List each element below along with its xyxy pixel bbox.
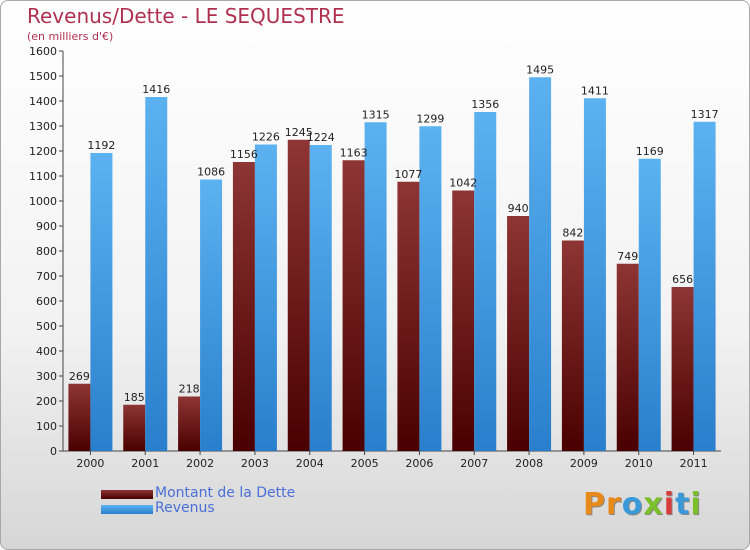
bar-revenus xyxy=(364,122,387,451)
x-tick-label: 2005 xyxy=(351,457,379,470)
value-label-dette: 1042 xyxy=(449,177,477,190)
legend-swatch-dette xyxy=(101,490,153,499)
value-label-dette: 749 xyxy=(617,250,638,263)
bar-revenus xyxy=(638,158,661,451)
value-label-revenus: 1315 xyxy=(362,108,390,121)
value-label-revenus: 1416 xyxy=(142,83,170,96)
y-tick-label: 100 xyxy=(36,420,57,433)
logo-letter: i xyxy=(663,487,676,522)
legend-label-dette: Montant de la Dette xyxy=(155,485,296,501)
bar-dette xyxy=(232,162,255,451)
bar-dette xyxy=(397,181,420,451)
y-tick-label: 1500 xyxy=(29,70,57,83)
value-label-dette: 1163 xyxy=(340,146,368,159)
bar-revenus xyxy=(200,179,223,451)
bar-revenus xyxy=(145,97,168,451)
bar-dette xyxy=(616,263,639,451)
x-tick-label: 2001 xyxy=(131,457,159,470)
bar-dette xyxy=(123,404,146,451)
logo-letter: o xyxy=(621,487,644,522)
chart-subtitle: (en milliers d'€) xyxy=(27,30,114,43)
value-label-dette: 218 xyxy=(179,383,200,396)
x-tick-label: 2008 xyxy=(515,457,543,470)
x-tick-label: 2003 xyxy=(241,457,269,470)
value-label-revenus: 1226 xyxy=(252,131,280,144)
bar-revenus xyxy=(254,144,277,451)
y-tick-label: 200 xyxy=(36,395,57,408)
bar-revenus xyxy=(90,153,113,451)
value-label-dette: 940 xyxy=(508,202,529,215)
proxiti-logo: Proxiti xyxy=(583,487,702,522)
y-tick-label: 800 xyxy=(36,245,57,258)
logo-letter: t xyxy=(675,487,691,522)
logo-letter: P xyxy=(583,487,606,522)
value-label-dette: 656 xyxy=(672,273,693,286)
x-tick-label: 2000 xyxy=(76,457,104,470)
bar-dette xyxy=(452,190,475,451)
bar-dette xyxy=(507,216,530,451)
y-tick-label: 1100 xyxy=(29,170,57,183)
x-tick-label: 2006 xyxy=(405,457,433,470)
x-tick-label: 2009 xyxy=(570,457,598,470)
chart-title: Revenus/Dette - LE SEQUESTRE xyxy=(27,4,345,28)
bar-revenus xyxy=(693,121,716,451)
value-label-dette: 1245 xyxy=(285,126,313,139)
y-tick-label: 900 xyxy=(36,220,57,233)
y-tick-label: 500 xyxy=(36,320,57,333)
value-label-revenus: 1224 xyxy=(307,131,335,144)
legend-label-revenus: Revenus xyxy=(155,500,215,516)
value-label-revenus: 1411 xyxy=(581,84,609,97)
value-label-dette: 1077 xyxy=(394,168,422,181)
value-label-dette: 842 xyxy=(562,227,583,240)
y-tick-label: 600 xyxy=(36,295,57,308)
bar-dette xyxy=(287,139,310,451)
x-tick-label: 2007 xyxy=(460,457,488,470)
y-tick-label: 0 xyxy=(50,445,57,458)
bar-revenus xyxy=(419,126,442,451)
bar-revenus xyxy=(474,112,497,451)
logo-letter: i xyxy=(690,487,702,522)
x-tick-label: 2011 xyxy=(680,457,708,470)
value-label-revenus: 1169 xyxy=(636,145,664,158)
bar-revenus xyxy=(583,98,606,451)
value-label-revenus: 1299 xyxy=(416,112,444,125)
value-label-revenus: 1192 xyxy=(87,139,115,152)
bar-dette xyxy=(671,287,694,451)
value-label-revenus: 1317 xyxy=(691,108,719,121)
bar-dette xyxy=(178,396,201,451)
bar-dette xyxy=(68,383,91,451)
y-tick-label: 1000 xyxy=(29,195,57,208)
bar-dette xyxy=(561,240,584,451)
value-label-dette: 1156 xyxy=(230,148,258,161)
bar-revenus xyxy=(309,145,332,451)
legend-swatch-revenus xyxy=(101,505,153,514)
logo-letter: x xyxy=(643,487,664,522)
x-tick-label: 2010 xyxy=(625,457,653,470)
bar-revenus xyxy=(529,77,552,451)
y-tick-label: 400 xyxy=(36,345,57,358)
value-label-dette: 185 xyxy=(124,391,145,404)
y-tick-label: 1400 xyxy=(29,95,57,108)
y-tick-label: 700 xyxy=(36,270,57,283)
y-tick-label: 300 xyxy=(36,370,57,383)
x-tick-label: 2002 xyxy=(186,457,214,470)
y-tick-label: 1600 xyxy=(29,45,57,58)
value-label-dette: 269 xyxy=(69,370,90,383)
bar-dette xyxy=(342,160,365,451)
value-label-revenus: 1495 xyxy=(526,63,554,76)
x-tick-label: 2004 xyxy=(296,457,324,470)
y-tick-label: 1200 xyxy=(29,145,57,158)
y-tick-label: 1300 xyxy=(29,120,57,133)
value-label-revenus: 1086 xyxy=(197,166,225,179)
logo-letter: r xyxy=(606,487,622,522)
value-label-revenus: 1356 xyxy=(471,98,499,111)
